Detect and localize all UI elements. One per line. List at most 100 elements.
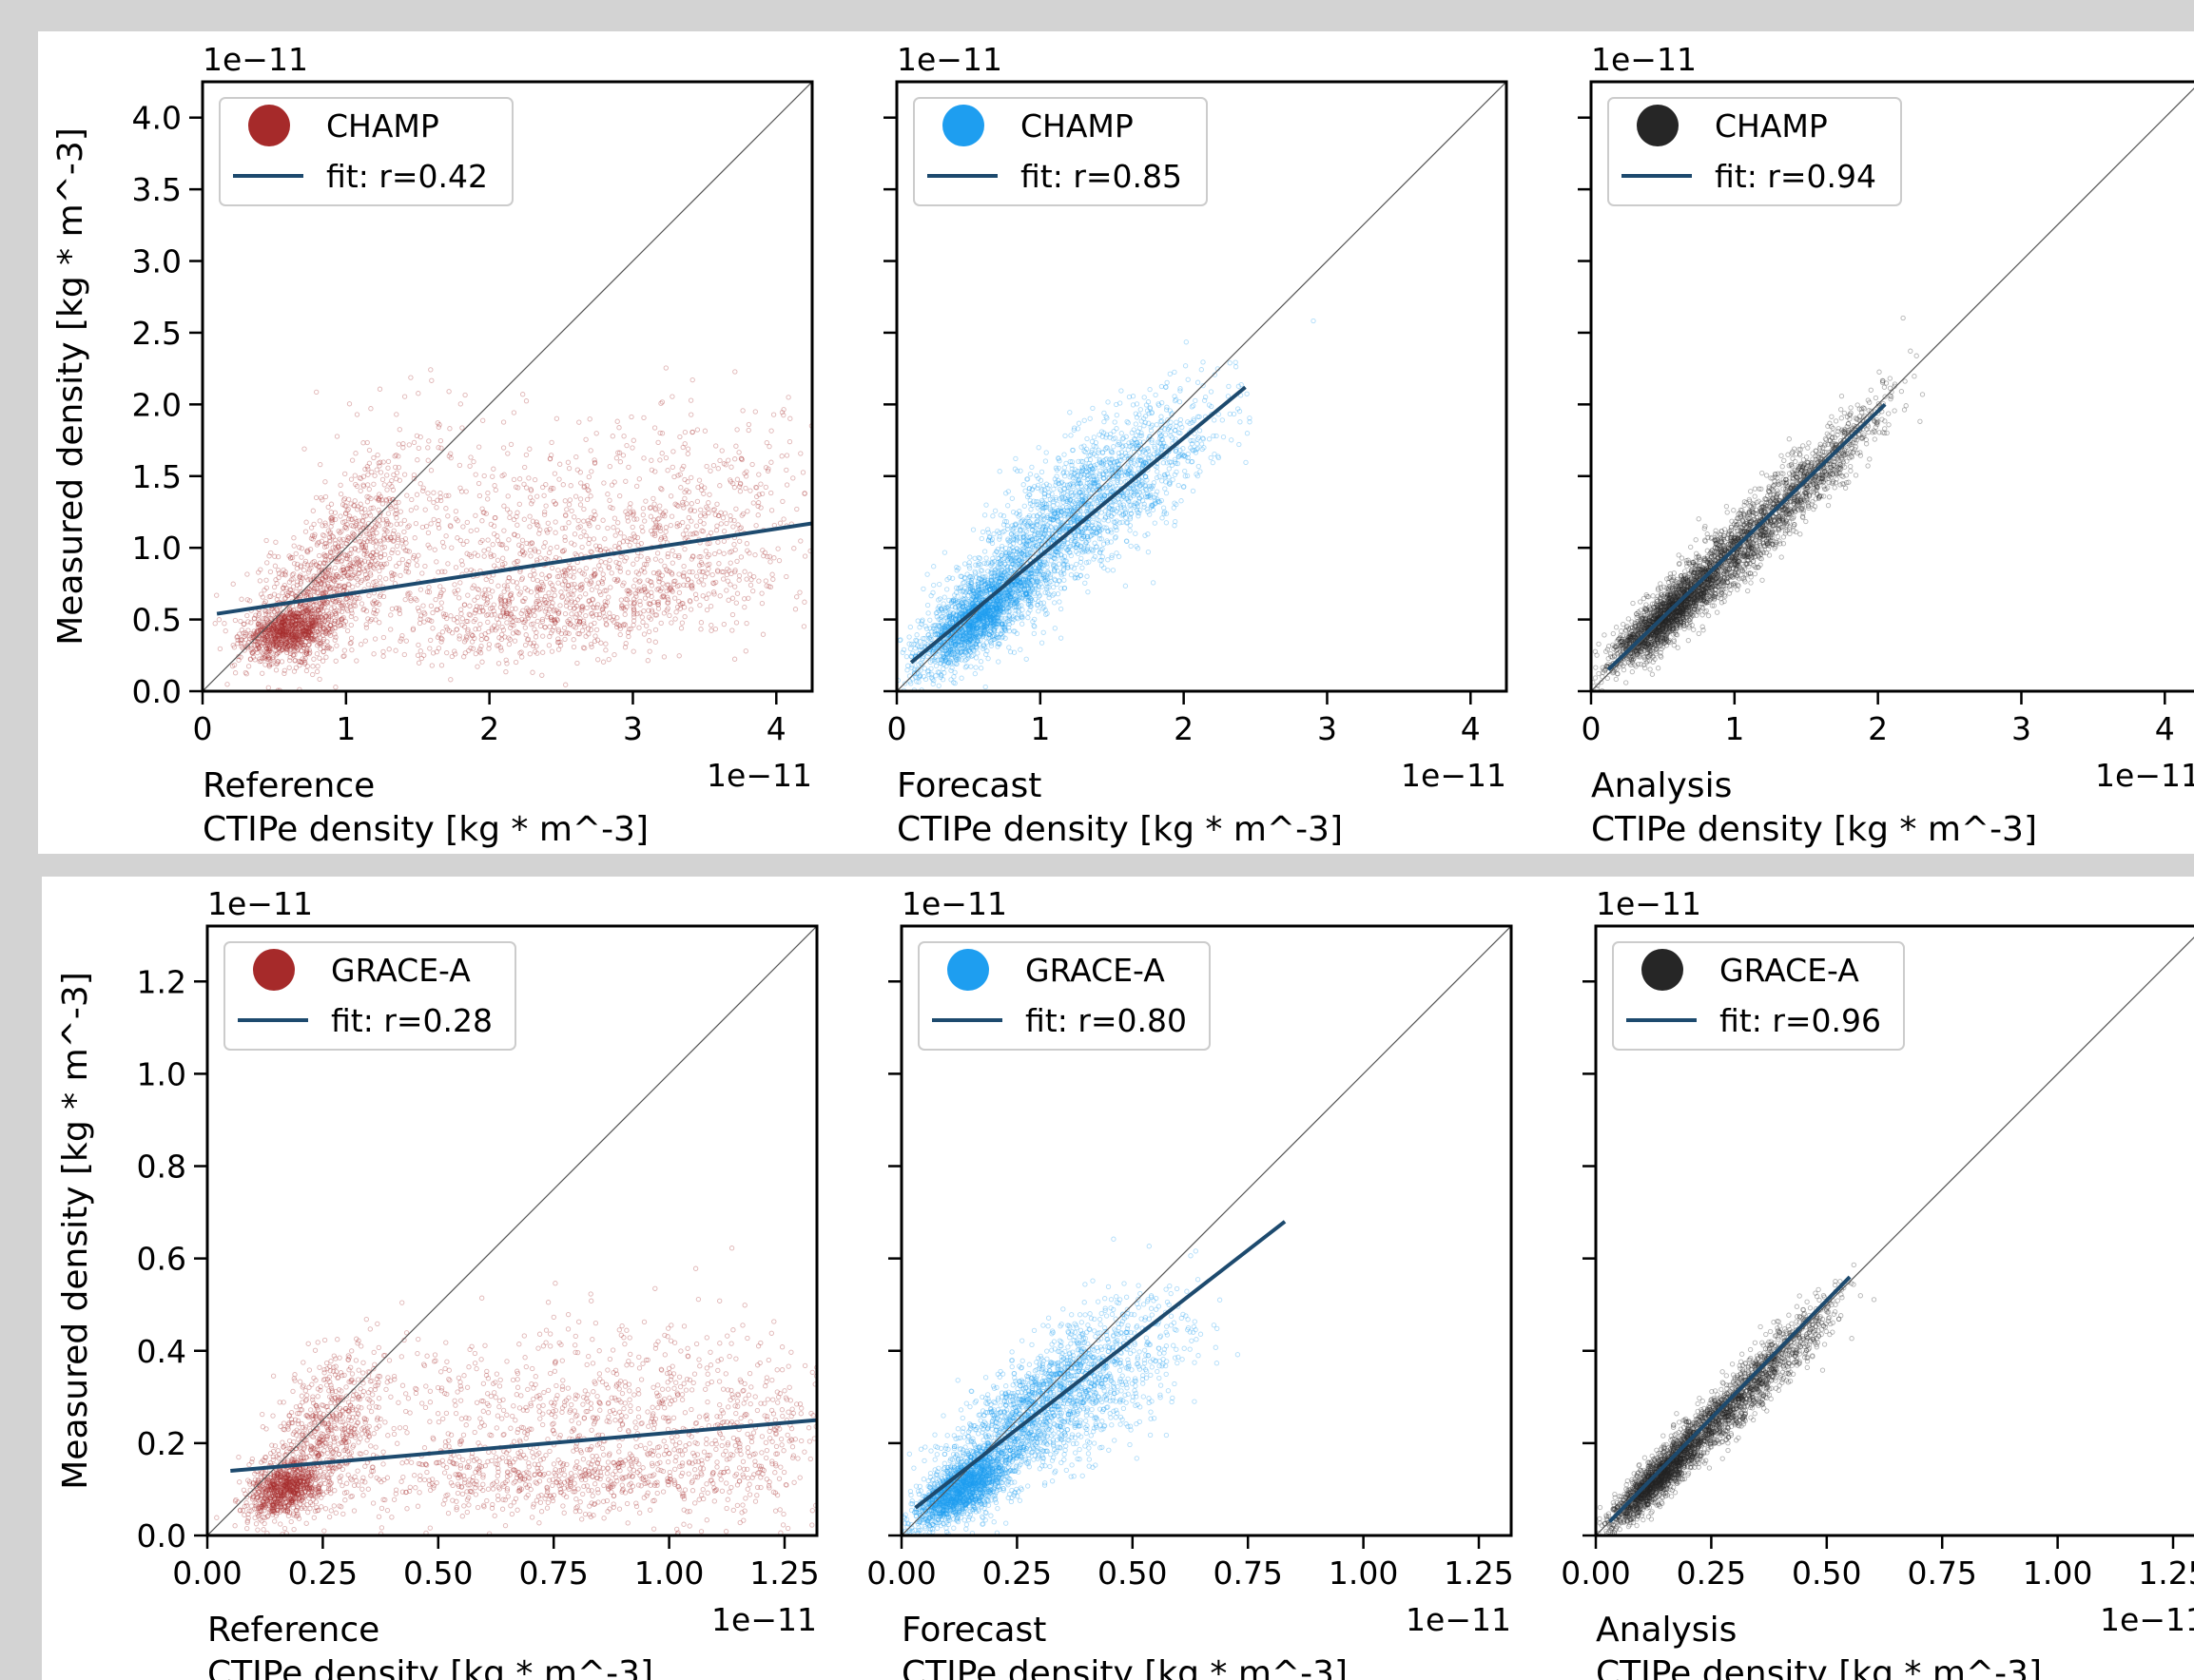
scatter-point [279,620,284,626]
scatter-point [263,585,269,590]
scatter-point [270,623,277,628]
scatter-point [375,560,380,567]
scatter-point [339,543,344,549]
scatter-point [377,593,382,599]
scatter-point [291,624,297,629]
scatter-point [267,637,273,644]
scatter-point [381,532,387,538]
scatter-point [216,617,223,623]
scatter-point [328,647,335,652]
scatter-point [270,656,276,663]
scatter-point [305,628,311,634]
scatter-point [288,628,294,635]
scatter-point [280,612,285,619]
scatter-point [239,644,244,649]
scatter-point [301,627,307,632]
scatter-point [287,654,293,661]
scatter-point [290,618,296,624]
scatter-point [298,610,303,616]
scatter-point [652,612,658,618]
scatter-point [367,538,374,544]
scatter-point [290,645,296,650]
scatter-point [347,566,354,571]
scatter-point [290,576,296,582]
scatter-point [451,617,457,623]
scatter-point [351,531,357,537]
scatter-point [294,635,300,641]
scatter-point [549,648,555,654]
scatter-point [285,631,291,638]
scatter-point [362,466,368,473]
scatter-point [500,608,506,613]
scatter-point [595,580,601,586]
scatter-point [338,513,343,519]
scatter-point [372,524,379,530]
scatter-point [302,660,308,666]
scatter-point [279,632,284,639]
scatter-point [237,631,243,637]
scatter-point [304,635,310,641]
scatter-point [351,599,358,605]
scatter-point [277,626,282,631]
scatter-point [555,647,562,652]
scatter-point [508,625,514,630]
scatter-point [530,608,536,614]
scatter-point [371,533,377,539]
scatter-point [262,643,268,648]
scatter-point [290,625,297,630]
scatter-point [284,639,290,646]
scatter-point [297,637,302,643]
scatter-point [544,606,550,612]
scatter-point [238,637,244,643]
scatter-point [299,621,304,627]
scatter-point [317,610,323,617]
scatter-point [274,642,280,648]
scatter-point [510,630,516,636]
scatter-point [257,635,262,641]
scatter-point [340,615,345,622]
scatter-point [279,624,285,629]
scatter-point [393,453,399,458]
scatter-point [324,588,330,593]
scatter-point [522,619,528,625]
scatter-point [283,635,289,641]
scatter-point [443,611,449,618]
scatter-point [510,579,516,585]
scatter-point [341,653,347,659]
scatter-point [287,626,293,631]
scatter-point [269,638,275,645]
scatter-point [283,647,290,653]
scatter-point [503,668,509,675]
scatter-point [284,639,290,645]
scatter-point [430,626,436,631]
scatter-point [340,567,346,572]
scatter-point [381,544,388,550]
scatter-point [253,647,260,652]
scatter-point [300,611,305,617]
scatter-point [331,578,338,584]
scatter-point [301,658,307,664]
scatter-point [317,607,322,613]
scatter-point [595,602,601,608]
scatter-point [293,617,299,624]
scatter-point [522,642,529,648]
scatter-point [306,642,312,647]
scatter-point [286,619,292,625]
scatter-point [315,614,321,621]
scatter-point [603,603,609,608]
scatter-point [336,623,342,628]
scatter-point [346,496,352,502]
scatter-point [348,547,354,552]
scatter-point [411,439,417,446]
scatter-point [301,632,307,639]
scatter-point [327,613,334,619]
scatter-point [306,614,312,620]
scatter-point [279,631,284,637]
scatter-point [314,643,320,648]
scatter-point [292,614,299,620]
scatter-point [325,566,331,571]
scatter-point [352,570,358,575]
scatter-point [251,643,257,648]
scatter-point [390,531,397,537]
